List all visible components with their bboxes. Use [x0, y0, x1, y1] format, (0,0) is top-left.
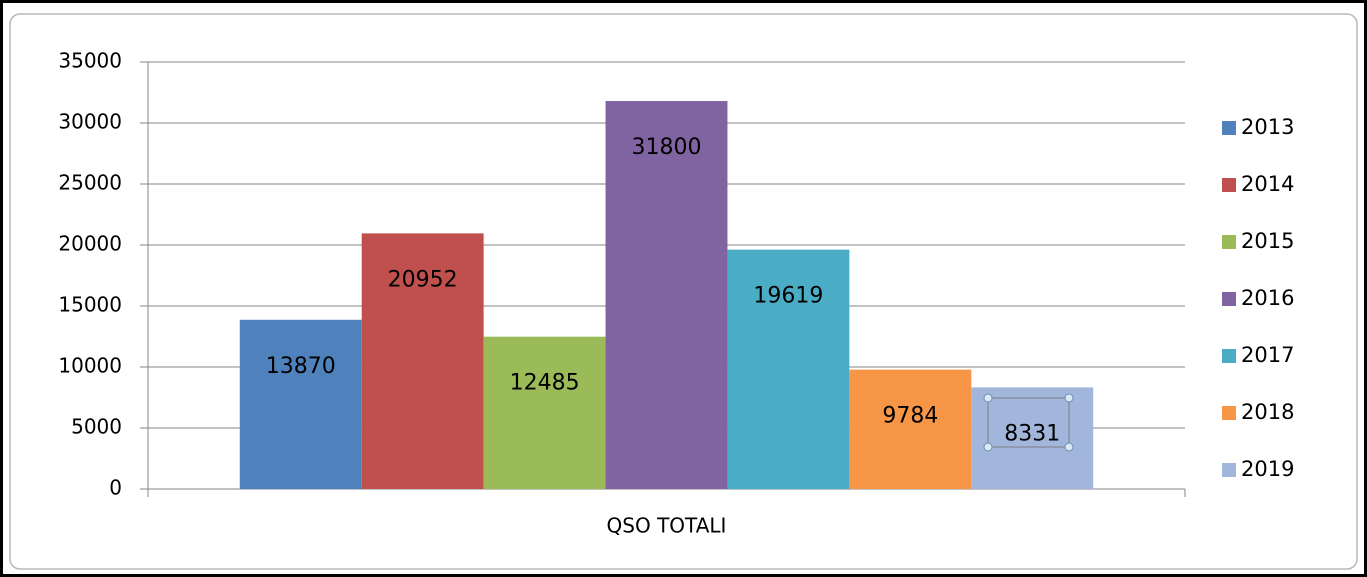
legend-label: 2018 — [1241, 400, 1294, 424]
bar — [849, 369, 972, 489]
y-tick-label: 30000 — [58, 110, 122, 134]
data-label: 8331 — [1004, 421, 1060, 446]
y-tick-label: 35000 — [58, 49, 122, 73]
handle — [983, 442, 993, 452]
legend-swatch — [1222, 121, 1236, 135]
y-tick-label: 20000 — [58, 232, 122, 256]
data-label: 9784 — [882, 404, 938, 429]
bar — [483, 336, 606, 489]
data-label: 12485 — [510, 371, 580, 396]
legend-label: 2013 — [1241, 115, 1294, 139]
data-label: 13870 — [266, 354, 336, 379]
legend-label: 2014 — [1241, 172, 1294, 196]
legend-swatch — [1222, 292, 1236, 306]
y-tick-label: 5000 — [71, 415, 122, 439]
data-label: 20952 — [388, 267, 458, 292]
handle — [983, 393, 993, 403]
bar — [605, 101, 728, 489]
plot-area: 0 5000 10000 15000 20000 25000 30000 35000 QSO T… — [58, 49, 1294, 538]
y-tick-label: 10000 — [58, 354, 122, 378]
legend-swatch — [1222, 235, 1236, 249]
data-label: 19619 — [753, 284, 823, 309]
legend-swatch — [1222, 178, 1236, 192]
x-tick-label: QSO TOTALI — [607, 514, 727, 538]
legend-swatch — [1222, 349, 1236, 363]
data-label: 31800 — [632, 135, 702, 160]
y-tick-label: 25000 — [58, 171, 122, 195]
bar — [727, 249, 850, 489]
handle — [1064, 393, 1074, 403]
legend-label: 2016 — [1241, 286, 1294, 310]
legend-swatch — [1222, 463, 1236, 477]
legend-label: 2019 — [1241, 457, 1294, 481]
bar — [239, 319, 362, 489]
bar — [361, 233, 484, 489]
handle — [1064, 442, 1074, 452]
y-tick-label: 15000 — [58, 293, 122, 317]
legend-label: 2017 — [1241, 343, 1294, 367]
selection-box — [987, 397, 1070, 448]
legend-swatch — [1222, 406, 1236, 420]
bar — [971, 387, 1094, 489]
legend-label: 2015 — [1241, 229, 1294, 253]
y-tick-label: 0 — [109, 476, 122, 500]
